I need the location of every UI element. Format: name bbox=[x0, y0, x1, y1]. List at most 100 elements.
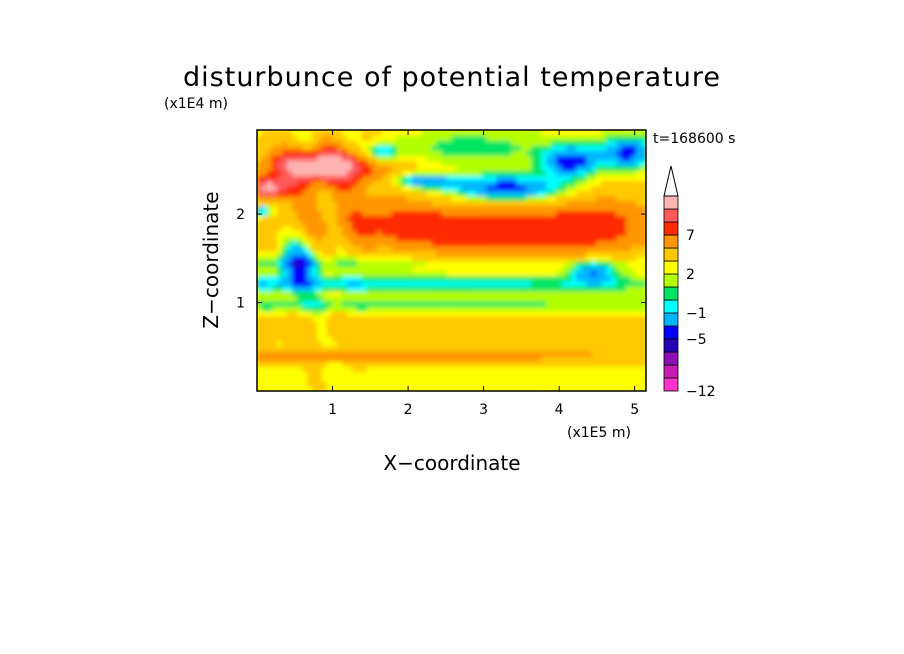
field-cell bbox=[381, 190, 388, 197]
field-cell bbox=[621, 350, 627, 357]
field-cell bbox=[326, 180, 333, 187]
field-cell bbox=[561, 200, 568, 207]
field-cell bbox=[461, 160, 468, 166]
field-cell bbox=[331, 260, 338, 267]
field-cell bbox=[506, 330, 513, 337]
field-cell bbox=[576, 240, 582, 247]
field-cell bbox=[266, 135, 273, 141]
field-cell bbox=[331, 230, 338, 237]
field-cell bbox=[531, 150, 538, 156]
field-cell bbox=[576, 165, 582, 171]
field-cell bbox=[611, 355, 617, 362]
field-cell bbox=[596, 215, 602, 222]
field-cell bbox=[606, 175, 612, 181]
field-cell bbox=[416, 170, 423, 176]
field-cell bbox=[561, 250, 568, 257]
field-cell bbox=[321, 160, 328, 166]
field-cell bbox=[556, 280, 563, 287]
field-cell bbox=[276, 340, 283, 347]
field-cell bbox=[521, 170, 528, 176]
field-cell bbox=[291, 355, 298, 362]
field-cell bbox=[361, 230, 368, 237]
field-cell bbox=[461, 330, 468, 337]
field-cell bbox=[441, 170, 448, 176]
field-cell bbox=[576, 330, 582, 337]
field-cell bbox=[331, 215, 338, 222]
field-cell bbox=[491, 330, 498, 337]
field-cell bbox=[486, 225, 493, 232]
field-cell bbox=[581, 180, 587, 187]
field-cell bbox=[591, 370, 597, 377]
field-cell bbox=[266, 255, 273, 262]
field-cell bbox=[451, 215, 458, 222]
field-cell bbox=[561, 230, 568, 237]
field-cell bbox=[276, 225, 283, 232]
field-cell bbox=[416, 150, 423, 156]
field-cell bbox=[626, 305, 632, 312]
field-cell bbox=[571, 180, 577, 187]
field-cell bbox=[276, 130, 283, 136]
field-cell bbox=[481, 195, 488, 202]
field-cell bbox=[286, 205, 293, 212]
field-cell bbox=[326, 230, 333, 237]
field-cell bbox=[551, 240, 558, 247]
field-cell bbox=[621, 305, 627, 312]
field-cell bbox=[566, 240, 572, 247]
field-cell bbox=[436, 360, 443, 367]
field-cell bbox=[257, 195, 263, 202]
field-cell bbox=[296, 135, 303, 141]
field-cell bbox=[316, 190, 323, 197]
field-cell bbox=[306, 305, 313, 312]
field-cell bbox=[601, 265, 607, 272]
field-cell bbox=[461, 385, 468, 391]
field-cell bbox=[306, 335, 313, 342]
field-cell bbox=[257, 175, 263, 181]
field-cell bbox=[396, 300, 403, 307]
field-cell bbox=[356, 145, 363, 151]
field-cell bbox=[536, 160, 543, 166]
field-cell bbox=[376, 200, 383, 207]
field-cell bbox=[341, 185, 348, 192]
field-cell bbox=[641, 210, 646, 217]
field-cell bbox=[276, 210, 283, 217]
field-cell bbox=[266, 385, 273, 391]
field-cell bbox=[581, 325, 587, 332]
field-cell bbox=[401, 350, 408, 357]
field-cell bbox=[586, 250, 592, 257]
field-cell bbox=[391, 255, 398, 262]
field-cell bbox=[446, 315, 453, 322]
field-cell bbox=[311, 250, 318, 257]
field-cell bbox=[426, 355, 433, 362]
field-cell bbox=[496, 265, 503, 272]
field-cell bbox=[316, 150, 323, 156]
field-cell bbox=[416, 230, 423, 237]
field-cell bbox=[551, 155, 558, 161]
field-cell bbox=[606, 295, 612, 302]
field-cell bbox=[541, 380, 548, 387]
field-cell bbox=[526, 155, 533, 161]
field-cell bbox=[266, 350, 273, 357]
field-cell bbox=[331, 150, 338, 156]
field-cell bbox=[257, 165, 263, 171]
field-cell bbox=[526, 255, 533, 262]
field-cell bbox=[331, 135, 338, 141]
field-cell bbox=[606, 380, 612, 387]
field-cell bbox=[611, 380, 617, 387]
field-cell bbox=[621, 260, 627, 267]
field-cell bbox=[456, 300, 463, 307]
field-cell bbox=[481, 150, 488, 156]
field-cell bbox=[631, 150, 637, 156]
field-cell bbox=[441, 270, 448, 277]
field-cell bbox=[481, 315, 488, 322]
field-cell bbox=[466, 275, 473, 282]
field-cell bbox=[261, 270, 268, 277]
field-cell bbox=[456, 150, 463, 156]
field-cell bbox=[506, 380, 513, 387]
field-cell bbox=[311, 355, 318, 362]
field-cell bbox=[476, 310, 483, 317]
field-cell bbox=[636, 160, 642, 166]
field-cell bbox=[611, 175, 617, 181]
field-cell bbox=[261, 290, 268, 297]
field-cell bbox=[466, 220, 473, 227]
field-cell bbox=[451, 165, 458, 171]
